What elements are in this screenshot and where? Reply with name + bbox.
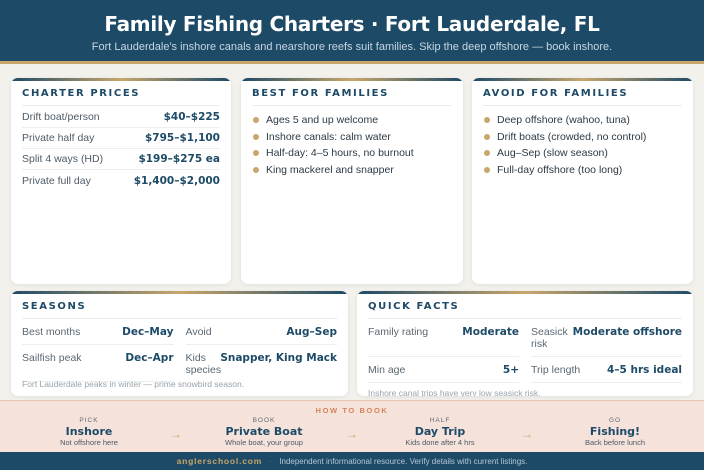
arrow-right-icon: → (346, 427, 358, 441)
step-go: GO Fishing! Back before lunch (584, 417, 646, 447)
footer-brand-link[interactable]: anglerschool.com (176, 456, 263, 466)
kv-row: Family rating Moderate (368, 319, 519, 357)
list-item: Ages 5 and up welcome (252, 112, 452, 129)
footer-separator: · (269, 457, 273, 466)
quick-facts-card: Quick Facts Family rating Moderate Seasi… (357, 291, 693, 396)
card-title: Charter Prices (22, 88, 220, 106)
kv-row: Seasick risk Moderate offshore (531, 319, 682, 357)
page-header: Family Fishing Charters · Fort Lauderdal… (0, 0, 704, 64)
price-row: Drift boat/person $40–$225 (22, 107, 220, 128)
bullet-icon (484, 133, 490, 140)
bullet-icon (253, 133, 259, 140)
price-row: Private half day $795–$1,100 (22, 128, 220, 149)
best-for-families-card: Best for Families Ages 5 and up welcome … (241, 78, 463, 284)
page-title: Family Fishing Charters · Fort Lauderdal… (104, 12, 600, 36)
seasons-card: Seasons Best months Dec–May Avoid Aug–Se… (11, 291, 348, 396)
list-item: Full-day offshore (too long) (483, 162, 682, 179)
price-value: $199–$275 ea (138, 153, 220, 165)
price-value: $40–$225 (163, 111, 220, 123)
avoid-list: Deep offshore (wahoo, tuna) Drift boats … (483, 112, 682, 178)
step-pick: PICK Inshore Not offshore here (60, 417, 118, 447)
kv-row: Best months Dec–May (22, 319, 174, 345)
bullet-icon (484, 166, 490, 173)
kv-row: Avoid Aug–Sep (185, 319, 337, 345)
arrow-right-icon: → (521, 427, 533, 441)
price-label: Private half day (22, 132, 95, 144)
card-title: Seasons (22, 301, 337, 319)
arrow-right-icon: → (170, 427, 182, 441)
kv-row: Min age 5+ (368, 357, 519, 383)
list-item: Inshore canals: calm water (252, 129, 452, 146)
kv-row: Kids species Snapper, King Mack (185, 352, 338, 376)
price-row: Private full day $1,400–$2,000 (22, 170, 220, 191)
card-title: Quick Facts (368, 301, 682, 319)
bullet-icon (253, 166, 259, 173)
kv-row: Sailfish peak Dec–Apr (22, 345, 174, 382)
seasons-grid: Best months Dec–May Avoid Aug–Sep Sailfi… (22, 319, 337, 382)
price-value: $1,400–$2,000 (133, 174, 220, 187)
seasons-note: Fort Lauderdale peaks in winter — prime … (22, 379, 245, 389)
bullet-icon (484, 150, 490, 157)
price-table: Drift boat/person $40–$225 Private half … (11, 107, 231, 191)
list-item: Drift boats (crowded, no control) (483, 129, 682, 146)
list-item: King mackerel and snapper (252, 162, 452, 179)
bullet-icon (253, 150, 259, 157)
step-book: BOOK Private Boat Whole boat, your group (225, 417, 303, 447)
price-label: Split 4 ways (HD) (22, 153, 104, 165)
avoid-for-families-card: Avoid for Families Deep offshore (wahoo,… (472, 78, 693, 284)
price-row: Split 4 ways (HD) $199–$275 ea (22, 149, 220, 170)
price-label: Private full day (22, 174, 91, 187)
best-list: Ages 5 and up welcome Inshore canals: ca… (252, 112, 452, 178)
price-value: $795–$1,100 (145, 132, 220, 144)
list-item: Deep offshore (wahoo, tuna) (483, 112, 682, 129)
how-to-book-band: How to Book PICK Inshore Not offshore he… (0, 400, 704, 452)
bullet-icon (484, 117, 490, 124)
card-title: Avoid for Families (483, 88, 682, 106)
card-title: Best for Families (252, 88, 452, 106)
list-item: Half-day: 4–5 hours, no burnout (252, 145, 452, 162)
footer-disclaimer: Independent informational resource. Veri… (279, 457, 528, 466)
quick-facts-note: Inshore canal trips have very low seasic… (368, 388, 541, 396)
page-subtitle: Fort Lauderdale's inshore canals and nea… (91, 41, 613, 53)
how-to-book-label: How to Book (315, 406, 389, 415)
step-half: HALF Day Trip Kids done after 4 hrs (405, 417, 475, 447)
page-footer: anglerschool.com · Independent informati… (0, 452, 704, 470)
bullet-icon (253, 117, 259, 124)
charter-prices-card: Charter Prices Drift boat/person $40–$22… (11, 78, 231, 284)
list-item: Aug–Sep (slow season) (483, 145, 682, 162)
kv-row: Trip length 4–5 hrs ideal (531, 357, 682, 383)
quick-facts-grid: Family rating Moderate Seasick risk Mode… (368, 319, 682, 383)
price-label: Drift boat/person (22, 111, 100, 123)
